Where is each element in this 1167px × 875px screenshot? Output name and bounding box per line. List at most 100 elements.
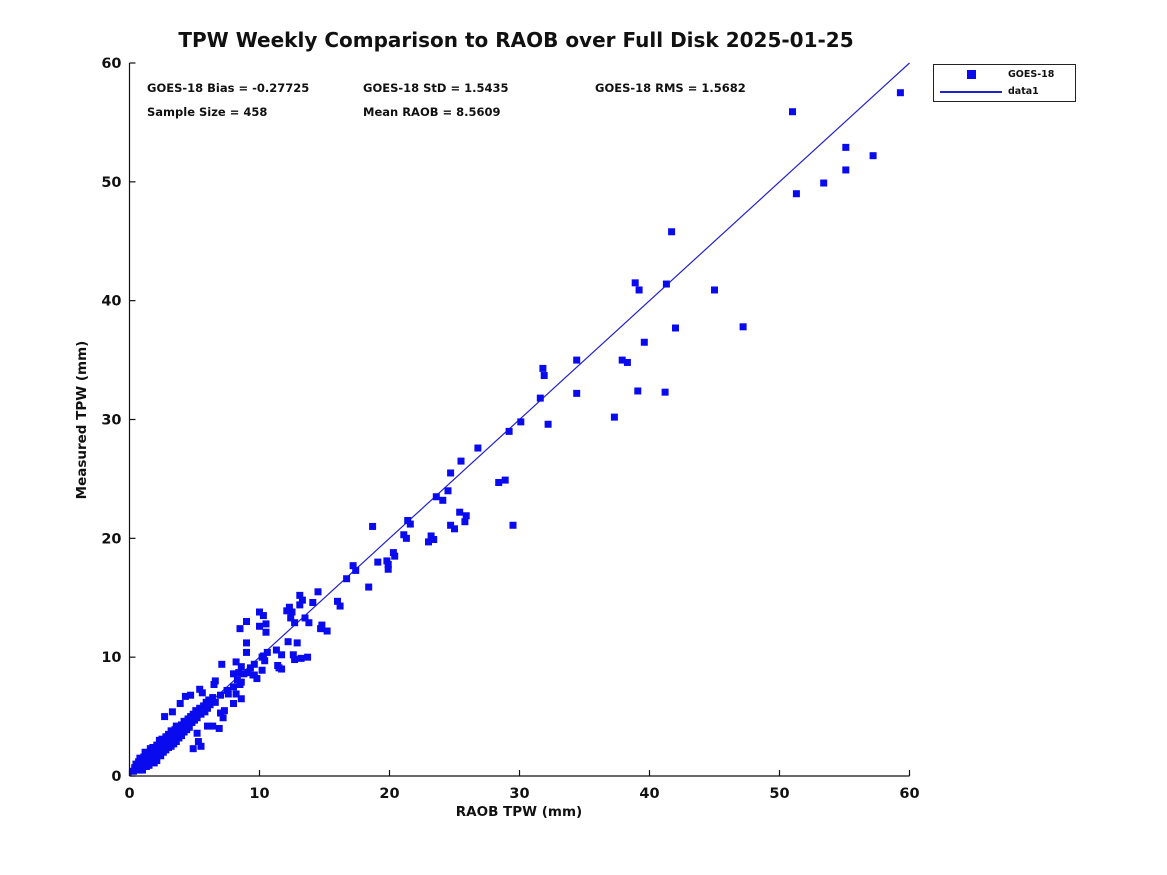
scatter-point	[171, 726, 179, 734]
scatter-point	[447, 469, 455, 477]
scatter-point	[293, 639, 301, 647]
scatter-point	[284, 638, 292, 646]
scatter-point	[243, 648, 250, 656]
scatter-point	[285, 603, 293, 611]
y-tick-label: 20	[101, 531, 121, 547]
scatter-point	[309, 599, 317, 607]
scatter-point	[536, 394, 544, 402]
scatter-point	[317, 625, 325, 633]
scatter-point	[232, 690, 240, 698]
scatter-point	[869, 152, 877, 160]
scatter-point	[200, 702, 208, 710]
scatter-point	[211, 698, 219, 706]
scatter-point	[217, 691, 224, 699]
scatter-point	[197, 742, 205, 750]
chart-title: TPW Weekly Comparison to RAOB over Full …	[178, 28, 854, 52]
scatter-point	[185, 723, 193, 731]
scatter-point	[404, 517, 412, 525]
scatter-point	[250, 660, 258, 668]
scatter-point	[230, 700, 237, 708]
scatter-point	[462, 512, 470, 520]
scatter-point	[223, 686, 231, 694]
scatter-point	[167, 727, 175, 735]
scatter-point	[789, 108, 796, 116]
scatter-point	[544, 420, 552, 428]
scatter-point	[237, 663, 245, 671]
scatter-point	[384, 565, 392, 573]
scatter-point	[369, 522, 377, 530]
scatter-point	[314, 588, 322, 596]
scatter-point	[288, 608, 296, 616]
scatter-point	[318, 621, 326, 629]
scatter-point	[206, 701, 214, 709]
scatter-point	[196, 685, 204, 693]
scatter-point	[272, 646, 280, 654]
scatter-point	[230, 683, 237, 691]
scatter-point	[136, 754, 144, 762]
scatter-point	[820, 179, 828, 187]
x-tick-label: 60	[899, 786, 919, 802]
scatter-point	[256, 622, 263, 630]
scatter-point	[196, 704, 204, 712]
scatter-point	[189, 745, 197, 753]
y-tick-label: 40	[101, 294, 121, 310]
scatter-point	[189, 710, 197, 718]
scatter-point	[197, 710, 205, 718]
x-tick-label: 30	[509, 786, 529, 802]
scatter-point	[258, 666, 266, 674]
scatter-point	[389, 549, 397, 557]
legend: GOES-18 data1	[933, 64, 1076, 102]
scatter-point	[139, 766, 146, 774]
scatter-point	[540, 372, 548, 380]
scatter-point	[461, 518, 469, 526]
scatter-point	[249, 671, 257, 679]
legend-label-goes18: GOES-18	[1008, 68, 1055, 80]
scatter-point	[631, 279, 639, 287]
scatter-point	[209, 722, 217, 730]
scatter-point	[334, 597, 341, 605]
scatter-point	[198, 689, 206, 697]
scatter-point	[505, 427, 513, 435]
x-tick-label: 10	[249, 786, 269, 802]
x-tick-label: 50	[769, 786, 789, 802]
scatter-point	[263, 648, 271, 656]
scatter-point	[259, 612, 267, 620]
scatter-point	[217, 709, 224, 717]
scatter-point	[180, 717, 188, 725]
legend-square-marker-icon	[934, 69, 1008, 79]
scatter-point	[230, 670, 237, 678]
scatter-point	[495, 478, 503, 486]
scatter-point	[287, 614, 295, 622]
scatter-point	[175, 724, 183, 732]
scatter-point	[296, 601, 304, 609]
scatter-point	[323, 627, 331, 635]
scatter-point	[210, 680, 218, 688]
y-tick-label: 0	[111, 769, 121, 785]
stat-bias: GOES-18 Bias = -0.27725	[147, 81, 310, 95]
scatter-point	[457, 457, 465, 465]
x-tick-label: 20	[379, 786, 399, 802]
scatter-point	[278, 651, 286, 659]
scatter-point	[291, 656, 299, 664]
scatter-point	[610, 413, 618, 421]
scatter-point	[668, 228, 676, 236]
scatter-point	[304, 653, 312, 661]
scatter-point	[243, 618, 250, 626]
scatter-point	[640, 338, 648, 346]
scatter-point	[165, 730, 172, 738]
scatter-point	[509, 521, 517, 529]
scatter-point	[187, 691, 195, 699]
scatter-point	[661, 388, 669, 396]
scatter-point	[244, 669, 252, 677]
scatter-point	[135, 758, 143, 766]
scatter-point	[517, 418, 525, 426]
scatter-point	[219, 714, 227, 722]
scatter-point	[618, 356, 626, 364]
scatter-point	[261, 657, 269, 665]
x-tick-label: 40	[639, 786, 659, 802]
scatter-point	[301, 614, 309, 622]
stat-sample-size: Sample Size = 458	[147, 105, 268, 119]
scatter-point	[501, 476, 509, 484]
scatter-point	[444, 487, 452, 495]
stat-std: GOES-18 StD = 1.5435	[363, 81, 509, 95]
